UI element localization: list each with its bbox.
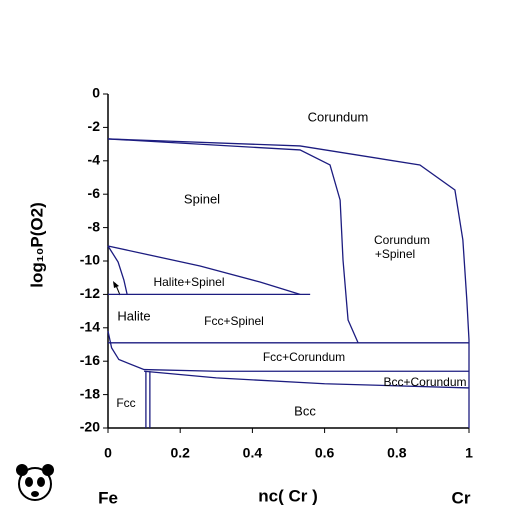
- phase-boundary: [144, 370, 470, 389]
- phase-boundary: [107, 138, 470, 341]
- x-tick-label: 1: [465, 445, 473, 461]
- x-end-label: Cr: [452, 488, 471, 507]
- region-label: Fcc+Spinel: [204, 314, 264, 328]
- y-tick-label: -8: [88, 218, 101, 234]
- y-tick-label: -20: [80, 419, 100, 435]
- y-tick-label: -14: [80, 319, 100, 335]
- region-label: Bcc+Corundum: [383, 375, 466, 389]
- region-label: Fcc+Corundum: [263, 350, 345, 364]
- region-label: Corundum: [374, 233, 430, 247]
- x-axis-label: nc( Cr ): [258, 486, 318, 505]
- x-tick-label: 0.8: [387, 445, 407, 461]
- y-tick-label: -2: [88, 118, 101, 134]
- y-tick-label: 0: [92, 85, 100, 101]
- y-tick-label: -18: [80, 385, 100, 401]
- y-axis-label: log₁₀P(O2): [27, 202, 46, 288]
- region-label: Spinel: [184, 191, 220, 206]
- region-label: +Spinel: [375, 247, 415, 261]
- region-label: Halite: [117, 308, 150, 323]
- x-end-label: Fe: [98, 488, 118, 507]
- y-tick-label: -6: [88, 185, 101, 201]
- region-label: Bcc: [294, 403, 316, 418]
- y-tick-label: -4: [88, 152, 101, 168]
- y-tick-label: -12: [80, 285, 100, 301]
- phase-boundary: [107, 331, 469, 372]
- phase-boundary: [107, 245, 128, 295]
- region-label: Corundum: [308, 109, 369, 124]
- halite-arrowhead: [113, 281, 119, 288]
- y-tick-label: -16: [80, 352, 100, 368]
- region-label: Halite+Spinel: [153, 275, 224, 289]
- x-tick-label: 0: [104, 445, 112, 461]
- logo: [16, 464, 54, 501]
- x-tick-label: 0.2: [170, 445, 190, 461]
- region-label: Fcc: [116, 396, 135, 410]
- phase-boundary: [107, 245, 301, 296]
- x-tick-label: 0.4: [243, 445, 263, 461]
- phase-boundary: [107, 138, 359, 344]
- y-tick-label: -10: [80, 252, 100, 268]
- x-tick-label: 0.6: [315, 445, 335, 461]
